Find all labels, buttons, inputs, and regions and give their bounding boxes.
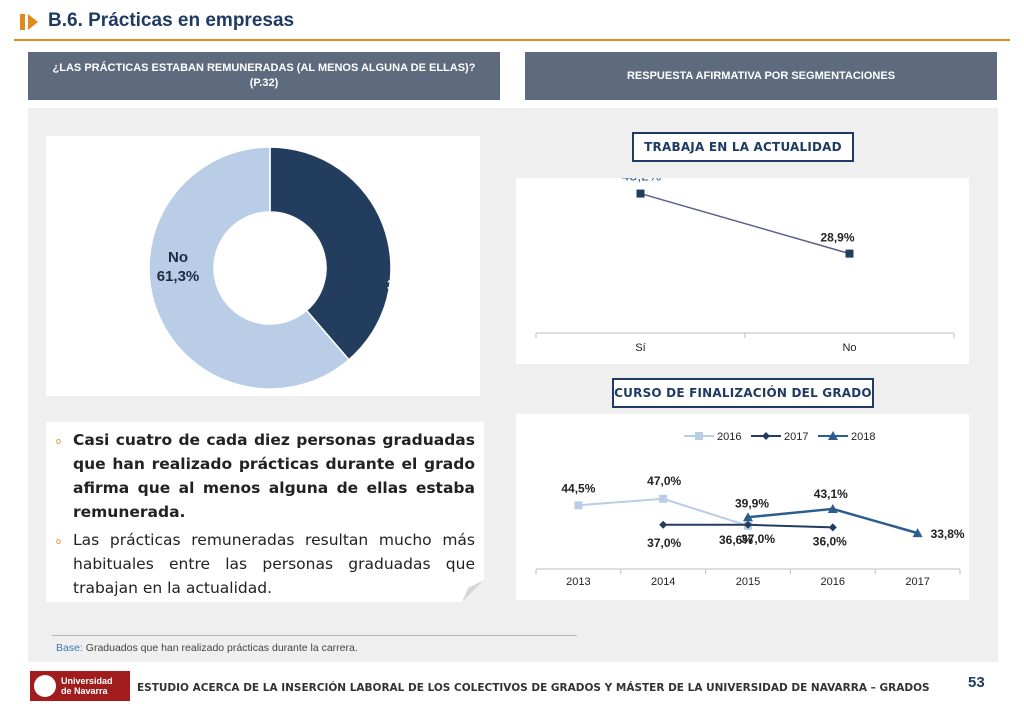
data-point-2016-0 xyxy=(574,501,583,510)
bullet-icon: o xyxy=(56,436,62,446)
data-label-2016-1: 47,0% xyxy=(647,474,681,488)
donut-label-value-0: 38,7% xyxy=(387,277,430,294)
page-number: 53 xyxy=(968,674,985,691)
university-seal-icon xyxy=(34,675,56,697)
donut-chart: Sí 38,7% No 61,3% xyxy=(148,146,430,390)
question-ref: (P.32) xyxy=(249,77,279,89)
university-logo: Universidad de Navarra xyxy=(30,671,130,701)
x-tick-label-3: 2016 xyxy=(821,576,845,588)
trabaja-chart-card: Sí No 43,2% 28,9% xyxy=(516,168,969,364)
data-point-2016-1 xyxy=(659,494,668,503)
data-point-2017-2 xyxy=(744,520,752,529)
donut-slice-1 xyxy=(148,146,350,390)
data-label-2017-3: 36,0% xyxy=(813,534,847,548)
page-fold-icon xyxy=(462,580,484,602)
page-title: B.6. Prácticas en empresas xyxy=(48,10,295,31)
question-text: ¿LAS PRÁCTICAS ESTABAN REMUNERADAS (AL M… xyxy=(52,62,476,74)
data-point-2017-1 xyxy=(659,520,668,529)
footer-title: ESTUDIO ACERCA DE LA INSERCIÓN LABORAL D… xyxy=(137,682,930,694)
donut-chart-card: Sí 38,7% No 61,3% xyxy=(46,136,480,396)
legend-marker-2 xyxy=(828,431,838,440)
donut-label-name-1: No xyxy=(168,249,188,266)
summary-text-card: o Casi cuatro de cada diez personas grad… xyxy=(46,422,484,602)
curso-line-chart: 2013 2014 2015 2016 2017 2016 2017 2018 44,5% 47,… xyxy=(535,431,965,588)
x-tick-label-4: 2017 xyxy=(905,576,929,588)
x-tick-label-0: 2013 xyxy=(566,576,590,588)
legend-label-0: 2016 xyxy=(717,431,741,443)
legend-label-1: 2017 xyxy=(784,431,808,443)
legend-marker-1 xyxy=(762,432,770,440)
segment-bar: RESPUESTA AFIRMATIVA POR SEGMENTACIONES xyxy=(525,52,997,100)
summary-bullet-1: Casi cuatro de cada diez personas gradua… xyxy=(73,431,475,521)
header-divider xyxy=(14,39,1010,41)
base-note-text: Graduados que han realizado prácticas du… xyxy=(82,642,358,654)
data-label-0: 43,2% xyxy=(622,178,662,184)
data-point-2018-2 xyxy=(743,512,753,522)
data-point-2018-4 xyxy=(912,528,923,538)
data-label-2016-2: 36,6% xyxy=(719,533,753,547)
section-chevron-icon xyxy=(20,14,38,30)
data-point-1 xyxy=(845,249,854,258)
base-divider xyxy=(52,635,577,636)
donut-label-value-1: 61,3% xyxy=(157,268,200,285)
data-label-2018-4: 33,8% xyxy=(931,527,965,541)
curso-label: CURSO DE FINALIZACIÓN DEL GRADO xyxy=(612,378,874,408)
data-label-1: 28,9% xyxy=(820,231,854,245)
trabaja-label: TRABAJA EN LA ACTUALIDAD xyxy=(632,132,854,162)
x-tick-label-1: 2014 xyxy=(651,576,675,588)
base-note-key: Base: xyxy=(56,642,83,654)
legend-label-2: 2018 xyxy=(851,431,875,443)
series-line xyxy=(640,192,850,255)
x-tick-label-0: Sí xyxy=(635,342,645,354)
x-tick-label-2: 2015 xyxy=(736,576,760,588)
data-point-2017-3 xyxy=(828,523,837,532)
donut-slice-0 xyxy=(269,146,392,361)
data-point-2018-3 xyxy=(827,503,838,513)
base-note: Base: Graduados que han realizado prácti… xyxy=(56,642,358,654)
x-tick-label-1: No xyxy=(842,342,856,354)
summary-bullet-2: Las prácticas remuneradas resultan mucho… xyxy=(73,531,475,597)
bullet-icon: o xyxy=(56,536,62,546)
legend-marker-0 xyxy=(695,432,703,440)
donut-label-name-0: Sí xyxy=(401,258,416,275)
logo-line-1: Universidad xyxy=(61,676,113,686)
data-label-2017-2: 37,0% xyxy=(741,532,775,546)
question-bar: ¿LAS PRÁCTICAS ESTABAN REMUNERADAS (AL M… xyxy=(28,52,500,100)
trabaja-line-chart: Sí No 43,2% 28,9% xyxy=(535,168,955,354)
logo-line-2: de Navarra xyxy=(61,686,108,696)
data-label-2018-2: 39,9% xyxy=(735,496,769,510)
curso-chart-card: 2013 2014 2015 2016 2017 2016 2017 2018 44,5% 47,… xyxy=(516,414,969,600)
data-point-0 xyxy=(636,189,645,198)
data-label-2017-1: 37,0% xyxy=(647,536,681,550)
segment-bar-text: RESPUESTA AFIRMATIVA POR SEGMENTACIONES xyxy=(626,69,896,82)
data-label-2018-3: 43,1% xyxy=(814,487,848,501)
data-label-2016-0: 44,5% xyxy=(561,481,595,495)
